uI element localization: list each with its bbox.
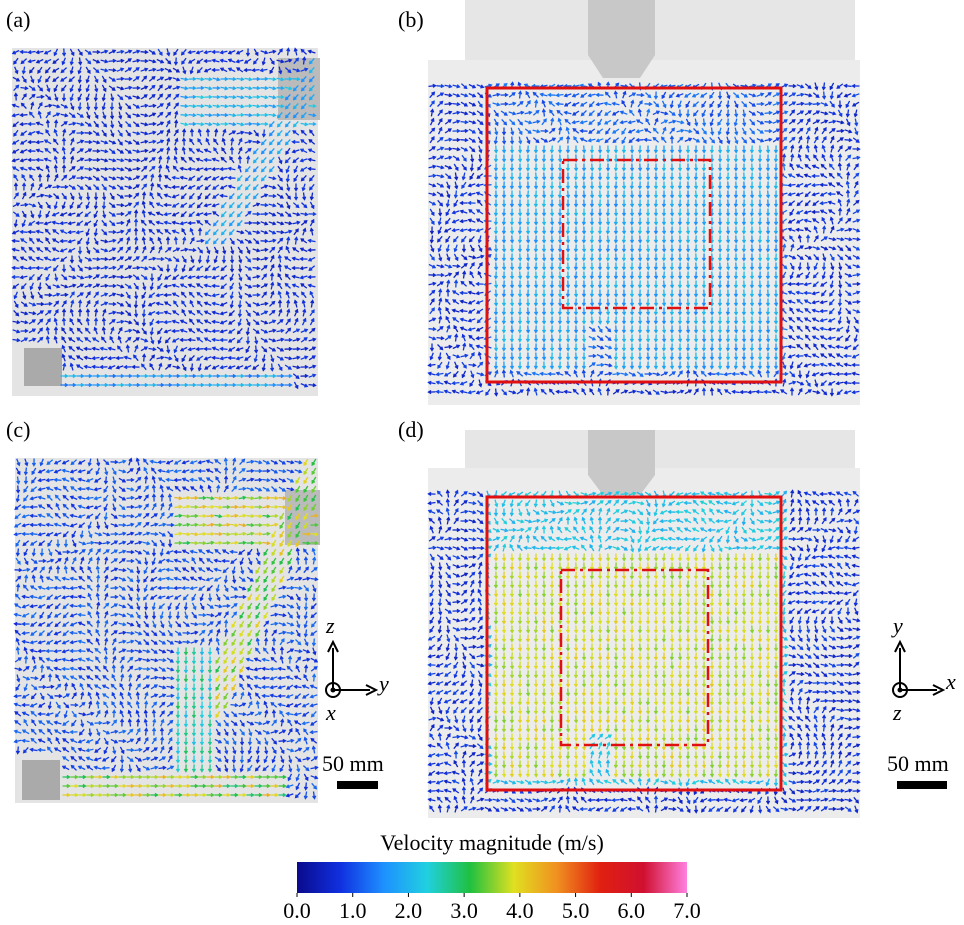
inlet-block bbox=[24, 348, 62, 386]
figure: (a) (b) (c) (d) z y x y x z 50 mm 50 mm … bbox=[0, 0, 964, 925]
nozzle bbox=[588, 430, 655, 495]
fixture-d bbox=[428, 430, 860, 818]
panel-b-background bbox=[428, 60, 860, 405]
fixture-b bbox=[428, 0, 860, 405]
panel-d-background bbox=[428, 468, 860, 818]
fixture-top bbox=[465, 0, 855, 60]
inlet-block bbox=[22, 760, 60, 800]
nozzle bbox=[588, 0, 655, 78]
